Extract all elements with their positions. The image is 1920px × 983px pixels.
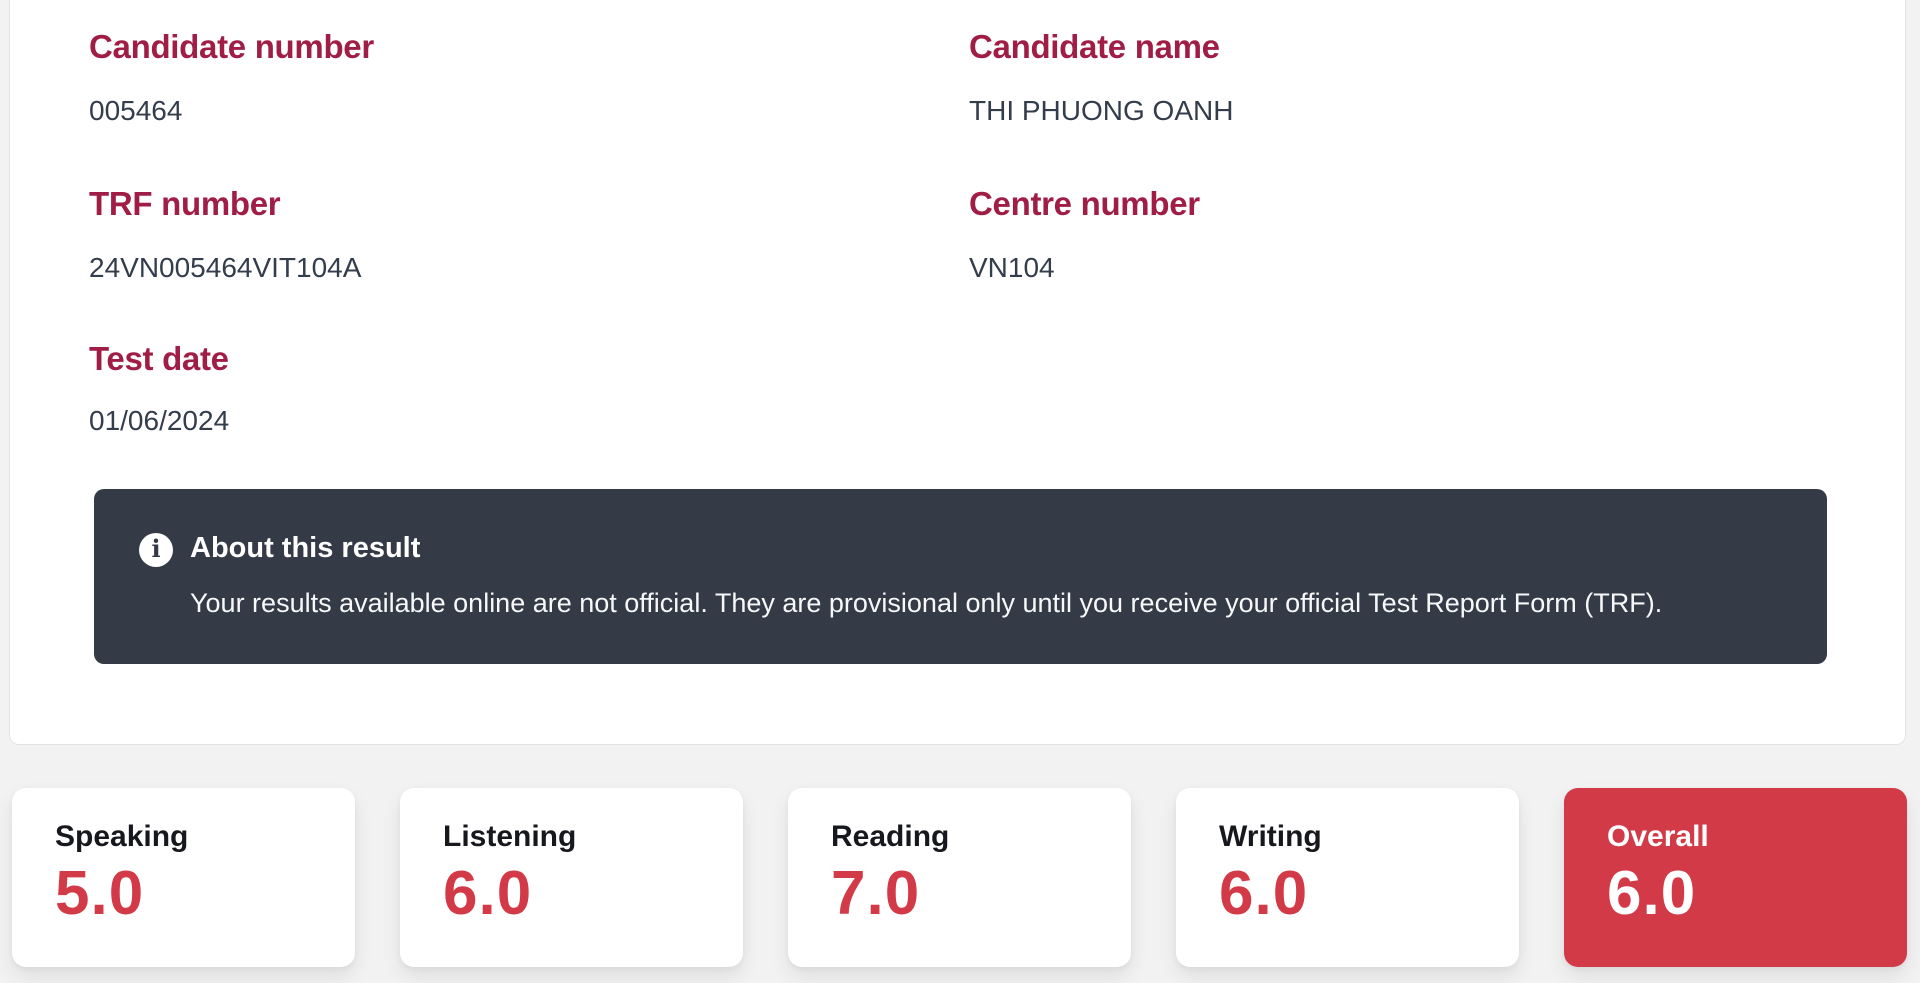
score-label: Speaking	[55, 820, 189, 853]
field-label: Test date	[89, 340, 229, 377]
score-card-speaking: Speaking 5.0	[12, 788, 355, 967]
candidate-details-card: Candidate number 005464 Candidate name T…	[9, 0, 1906, 745]
score-card-reading: Reading 7.0	[788, 788, 1131, 967]
field-label: Candidate name	[969, 28, 1220, 65]
about-result-banner: i About this result Your results availab…	[94, 489, 1827, 664]
score-label: Reading	[831, 820, 950, 853]
candidate-name-label: Candidate name	[969, 27, 1220, 67]
field-label: Candidate number	[89, 28, 374, 65]
score-value: 7.0	[831, 859, 921, 928]
score-value: 5.0	[55, 859, 145, 928]
about-result-body: Your results available online are not of…	[190, 588, 1663, 618]
field-value: VN104	[969, 252, 1055, 283]
score-label: Listening	[443, 820, 577, 853]
test-date-label: Test date	[89, 339, 229, 379]
candidate-name-value: THI PHUONG OANH	[969, 93, 1233, 128]
score-card-listening: Listening 6.0	[400, 788, 743, 967]
field-value: 24VN005464VIT104A	[89, 252, 362, 283]
score-card-writing: Writing 6.0	[1176, 788, 1519, 967]
info-icon-glyph: i	[151, 534, 161, 563]
score-value: 6.0	[1219, 859, 1309, 928]
score-label: Overall	[1607, 820, 1709, 853]
field-label: TRF number	[89, 185, 281, 222]
trf-number-value: 24VN005464VIT104A	[89, 250, 361, 285]
info-icon: i	[139, 533, 173, 567]
candidate-number-label: Candidate number	[89, 27, 374, 67]
centre-number-label: Centre number	[969, 184, 1200, 224]
field-value: 01/06/2024	[89, 405, 230, 436]
test-date-value: 01/06/2024	[89, 403, 229, 438]
score-value: 6.0	[1607, 859, 1697, 928]
score-label: Writing	[1219, 820, 1322, 853]
candidate-number-value: 005464	[89, 93, 182, 128]
field-value: 005464	[89, 95, 183, 126]
score-value: 6.0	[443, 859, 533, 928]
field-label: Centre number	[969, 185, 1200, 222]
trf-number-label: TRF number	[89, 184, 281, 224]
about-result-title: About this result	[190, 532, 421, 564]
field-value: THI PHUONG OANH	[969, 95, 1234, 126]
centre-number-value: VN104	[969, 250, 1055, 285]
score-card-overall: Overall 6.0	[1564, 788, 1907, 967]
